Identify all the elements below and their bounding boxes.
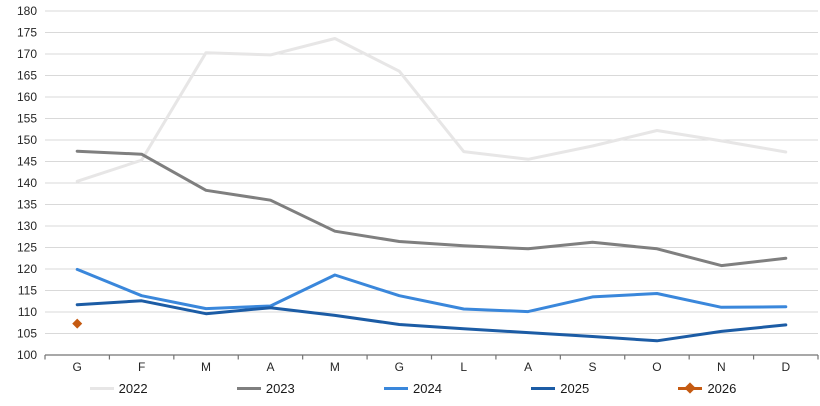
- legend-label-2024: 2024: [413, 380, 442, 396]
- x-axis-month-label: O: [652, 360, 661, 374]
- x-axis-month-label: M: [201, 360, 211, 374]
- y-axis-tick-label: 115: [18, 284, 37, 298]
- y-axis-tick-label: 180: [17, 4, 37, 18]
- x-axis-month-label: G: [395, 360, 404, 374]
- y-axis-tick-label: 105: [17, 327, 37, 341]
- y-axis-tick-label: 160: [17, 90, 37, 104]
- y-axis-tick-label: 100: [17, 348, 37, 362]
- legend-swatch-2022: [89, 386, 114, 390]
- chart-plot-area: 100 105 110 115 120 125 130 135 140 145 150 155 160 1…: [17, 4, 819, 374]
- legend-item-2023: 2023: [192, 382, 339, 395]
- x-axis-month-label: D: [781, 360, 790, 374]
- series-line-2022: [75, 37, 788, 183]
- x-axis-month-label: S: [589, 360, 597, 374]
- x-axis-month-label: F: [138, 360, 145, 374]
- legend-label-2025: 2025: [560, 380, 590, 396]
- y-axis-tick-label: 170: [17, 47, 37, 61]
- legend-label-2022: 2022: [118, 380, 148, 396]
- y-axis-tick-label: 145: [17, 155, 37, 169]
- series-line-2024: [75, 267, 788, 314]
- series-line-2025: [75, 299, 788, 343]
- x-axis-month-label: A: [524, 360, 532, 374]
- x-axis-month-label: A: [266, 360, 274, 374]
- y-axis-tick-label: 130: [17, 219, 37, 233]
- legend-label-2023: 2023: [265, 380, 295, 396]
- y-axis-tick-label: 140: [17, 176, 37, 190]
- legend-swatch-2025: [531, 386, 556, 390]
- legend-swatch-2024: [384, 386, 409, 390]
- y-axis-tick-label: 110: [18, 305, 37, 319]
- y-axis-tick-label: 120: [17, 262, 37, 276]
- legend-swatch-2026: [678, 382, 703, 394]
- x-axis-month-label: N: [717, 360, 726, 374]
- legend-item-2024: 2024: [339, 382, 486, 395]
- x-axis-month-label: G: [73, 360, 82, 374]
- x-axis-month-label: L: [460, 360, 467, 374]
- y-axis-tick-label: 150: [17, 133, 37, 147]
- y-axis-tick-label: 155: [17, 112, 37, 126]
- legend-item-2025: 2025: [487, 382, 634, 395]
- legend-label-2026: 2026: [707, 380, 737, 396]
- legend-swatch-2023: [236, 386, 261, 390]
- series-marker-2026: [72, 318, 83, 329]
- y-axis-tick-label: 125: [17, 241, 37, 255]
- legend-item-2022: 2022: [45, 382, 192, 395]
- x-axis-month-label: M: [330, 360, 340, 374]
- legend-item-2026: 2026: [634, 382, 781, 395]
- chart-legend: 2022 2023 2024 2025 2026: [45, 377, 781, 399]
- y-axis-tick-label: 175: [17, 26, 37, 40]
- diamond-marker-icon: [684, 382, 697, 394]
- y-axis-tick-label: 165: [17, 69, 37, 83]
- y-axis-tick-label: 135: [17, 198, 37, 212]
- series-line-2023: [75, 149, 788, 268]
